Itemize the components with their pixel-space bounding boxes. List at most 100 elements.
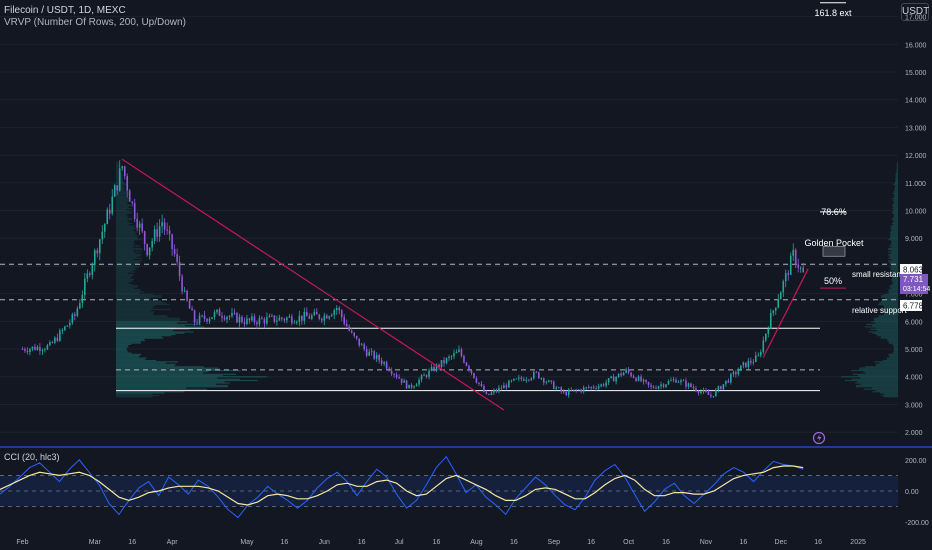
candle-body: [470, 370, 473, 374]
candle-body: [148, 247, 151, 256]
candle-body: [271, 315, 273, 317]
volume-profile-row: [116, 292, 140, 294]
volume-profile-row-right: [888, 341, 898, 343]
candle-body: [93, 250, 96, 266]
volume-profile-row-right: [868, 331, 898, 333]
candle-body: [440, 360, 443, 367]
candle-body: [418, 379, 420, 385]
candle-body: [318, 314, 321, 319]
x-tick-label: Aug: [470, 539, 483, 546]
candle-body: [370, 351, 373, 353]
candle-body: [166, 229, 168, 231]
volume-profile-row: [116, 318, 181, 321]
candle-body: [278, 317, 281, 321]
volume-profile-row-right: [878, 303, 898, 306]
currency-button[interactable]: USDT: [901, 3, 929, 21]
x-tick-label: Jun: [319, 539, 330, 546]
candle-body: [188, 300, 191, 309]
x-tick-label: 16: [128, 539, 136, 546]
candle-body: [652, 386, 655, 388]
volume-profile-row: [116, 293, 154, 296]
candle-body: [293, 322, 296, 324]
candle-body: [513, 378, 515, 381]
volume-profile-row: [116, 166, 119, 168]
candle-body: [46, 345, 49, 350]
volume-profile-row: [116, 163, 119, 165]
volume-profile-row: [116, 290, 141, 292]
volume-profile-row: [116, 287, 134, 289]
candle-body: [268, 315, 271, 318]
candle-body: [313, 311, 316, 316]
volume-profile-row: [116, 323, 202, 326]
current-price-value: 7.731: [903, 275, 924, 284]
volume-profile-row-right: [891, 259, 898, 261]
volume-profile-row: [116, 295, 162, 297]
candle-body: [323, 315, 326, 321]
candle-body: [163, 222, 166, 230]
volume-profile-row: [116, 386, 228, 388]
candle-body: [221, 315, 223, 318]
candle-body: [799, 267, 802, 269]
volume-profile-row: [116, 182, 126, 185]
candle-body: [156, 229, 158, 237]
volume-profile-row-right: [894, 209, 898, 211]
candle-body: [695, 388, 697, 392]
volume-profile-row: [116, 165, 120, 167]
candle-body: [662, 384, 665, 387]
volume-profile-row: [116, 197, 132, 200]
volume-profile-row: [116, 184, 129, 186]
volume-profile-row: [116, 221, 130, 223]
volume-profile-row: [116, 345, 128, 347]
volume-profile-row: [116, 236, 137, 238]
candle-body: [488, 393, 490, 395]
volume-profile-row: [116, 351, 128, 353]
volume-profile-row: [116, 231, 138, 233]
cci-line: [0, 455, 804, 519]
volume-profile-row-right: [892, 276, 898, 278]
volume-profile-row: [116, 209, 127, 211]
volume-profile-row: [116, 312, 154, 314]
lightning-icon[interactable]: [812, 431, 826, 445]
volume-profile-row-right: [855, 384, 898, 387]
candle-body: [720, 386, 722, 390]
volume-profile-row-right: [875, 389, 898, 392]
volume-profile-row: [116, 190, 127, 192]
x-tick-label: 16: [814, 539, 822, 546]
volume-profile-row-right: [893, 221, 898, 223]
volume-profile-row-right: [893, 202, 898, 205]
current-price-tag: [900, 274, 928, 294]
volume-profile-row: [116, 217, 133, 220]
volume-profile-row-right: [891, 287, 898, 289]
candle-body: [572, 389, 575, 391]
volume-profile-row-right: [893, 196, 898, 198]
volume-profile-row: [116, 391, 185, 393]
volume-profile-row: [116, 383, 217, 385]
candle-body: [740, 365, 742, 371]
trendline[interactable]: [121, 158, 505, 411]
candle-body: [697, 391, 700, 394]
volume-profile-row-right: [863, 388, 898, 390]
volume-profile-row-right: [896, 166, 898, 168]
golden-pocket-box[interactable]: [822, 246, 846, 257]
volume-profile-row: [116, 232, 136, 235]
candle-body: [787, 273, 790, 275]
candle-body: [769, 313, 772, 329]
candle-body: [84, 278, 86, 295]
volume-profile-row-right: [891, 244, 898, 246]
volume-profile-row: [116, 229, 134, 231]
volume-profile-row-right: [894, 181, 898, 183]
volume-profile-row-right: [892, 277, 898, 279]
volume-profile-row: [116, 338, 145, 340]
volume-profile-row: [116, 373, 237, 375]
candle-body: [158, 226, 161, 237]
candle-body: [168, 230, 171, 235]
trendline[interactable]: [762, 268, 809, 358]
volume-profile-row: [116, 369, 241, 372]
candle-body: [533, 372, 535, 379]
x-tick-label: 16: [280, 539, 288, 546]
candle-body: [291, 316, 293, 324]
x-tick-label: 16: [587, 539, 595, 546]
candle-body: [784, 273, 787, 282]
